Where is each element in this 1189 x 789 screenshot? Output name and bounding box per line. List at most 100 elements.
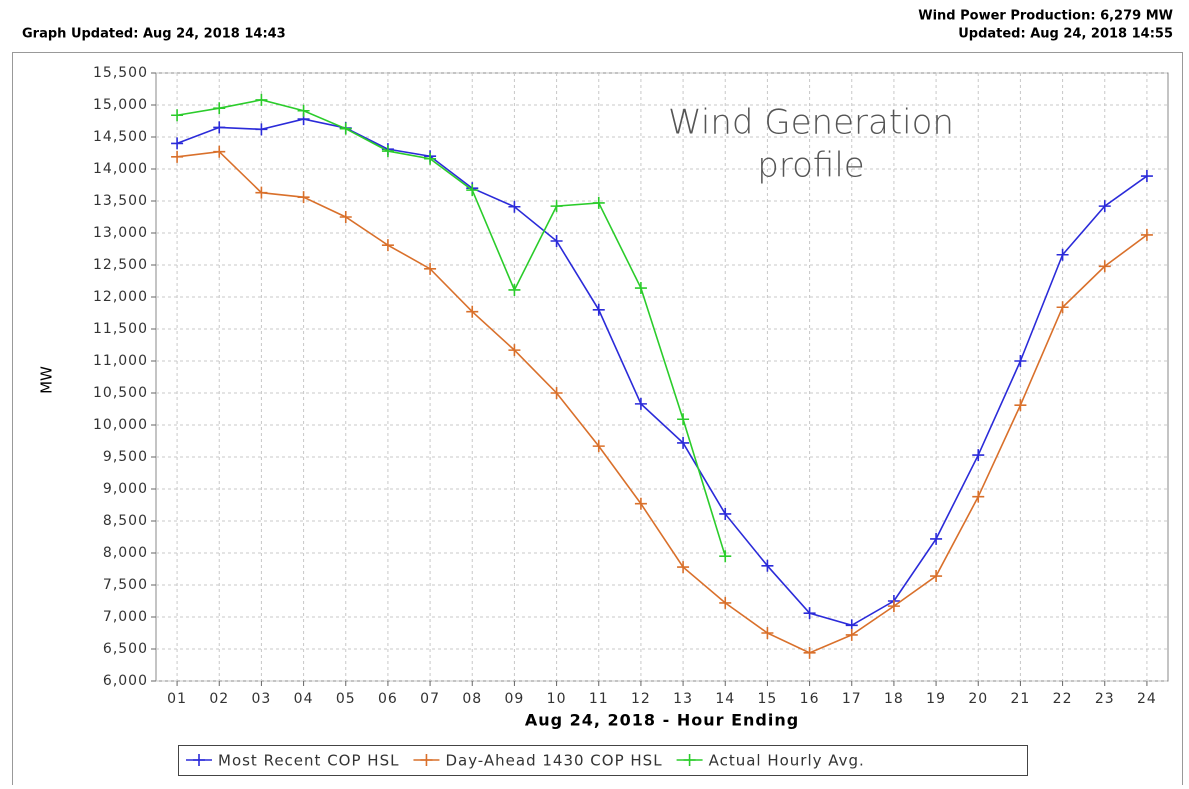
y-tick-label: 13,000 [93,225,148,241]
x-tick-label: 22 [1053,691,1073,707]
point-marker [171,150,184,163]
point-marker [930,570,943,583]
point-marker [213,145,226,158]
x-tick-label: 13 [673,691,693,707]
x-tick-label: 04 [294,691,314,707]
point-marker [508,200,521,213]
point-marker [550,235,563,247]
point-marker [466,184,479,197]
point-marker [255,123,268,136]
point-marker [381,239,394,252]
y-axis-label: MW [38,366,56,394]
y-tick-label: 13,500 [93,193,148,209]
point-marker [550,200,563,213]
y-tick-label: 9,500 [103,449,148,465]
point-marker [297,191,310,204]
point-marker [381,145,394,158]
point-marker [339,122,352,135]
y-tick-label: 10,000 [93,417,148,433]
x-tick-label: 19 [926,691,946,707]
x-tick-label: 21 [1011,691,1031,707]
y-tick-label: 8,000 [103,545,148,561]
y-tick-label: 12,500 [93,257,148,273]
point-marker [1098,260,1111,273]
point-marker [508,283,521,296]
point-marker [761,627,774,639]
graph-updated: Graph Updated: Aug 24, 2018 14:43 [22,27,286,42]
point-marker [592,196,605,209]
point-marker [930,532,943,545]
point-marker [213,102,226,115]
y-tick-label: 11,500 [93,321,148,337]
x-tick-label: 18 [884,691,904,707]
point-marker [508,344,521,357]
legend-marker [420,754,433,766]
point-marker [339,211,352,223]
x-tick-label: 15 [758,691,778,707]
point-marker [677,436,690,449]
point-marker [719,596,732,609]
point-marker [1056,301,1069,314]
x-tick-label: 12 [631,691,651,707]
point-marker [803,607,816,620]
y-tick-label: 9,000 [103,481,148,497]
x-tick-label: 11 [589,691,609,707]
y-tick-label: 14,500 [93,129,148,145]
updated: Updated: Aug 24, 2018 14:55 [958,27,1173,42]
point-marker [972,449,985,462]
y-tick-label: 15,500 [93,65,148,81]
legend-label: Most Recent COP HSL [218,752,399,770]
x-tick-label: 01 [167,691,187,707]
point-marker [592,440,605,453]
point-marker [719,550,732,563]
x-tick-label: 20 [968,691,988,707]
point-marker [761,559,774,572]
x-tick-label: 05 [336,691,356,707]
series-line [176,150,1148,654]
annotation: profile [757,146,864,186]
point-marker [424,262,437,275]
annotation: Wind Generation [668,103,954,143]
y-tick-label: 15,000 [93,97,148,113]
y-tick-label: 7,000 [103,609,148,625]
y-tick-label: 6,500 [103,641,148,657]
point-marker [255,93,268,106]
legend-marker [683,754,696,766]
point-marker [424,152,437,165]
point-marker [466,305,479,318]
y-tick-label: 14,000 [93,161,148,177]
point-marker [972,490,985,503]
point-marker [171,109,184,122]
point-marker [1014,399,1027,412]
x-tick-label: 24 [1137,691,1157,707]
point-marker [677,413,690,426]
point-marker [1014,355,1027,367]
x-tick-label: 23 [1095,691,1115,707]
y-tick-label: 11,000 [93,353,148,369]
point-marker [845,628,858,641]
point-marker [719,507,732,520]
point-marker [171,137,184,150]
x-tick-label: 08 [462,691,482,707]
x-tick-label: 07 [420,691,440,707]
point-marker [1140,170,1153,183]
y-tick-label: 6,000 [103,673,148,689]
point-marker [677,561,690,574]
point-marker [634,497,647,510]
legend-label: Day-Ahead 1430 COP HSL [445,752,662,770]
y-tick-label: 7,500 [103,577,148,593]
y-tick-label: 8,500 [103,513,148,529]
point-marker [634,282,647,295]
x-tick-label: 02 [209,691,229,707]
x-tick-label: 16 [800,691,820,707]
point-marker [592,303,605,316]
x-tick-label: 14 [715,691,735,707]
legend-marker [193,754,205,766]
point-marker [634,397,647,410]
point-marker [1056,248,1069,261]
legend-label: Actual Hourly Avg. [709,752,865,770]
point-marker [297,104,310,117]
point-marker [213,121,226,134]
